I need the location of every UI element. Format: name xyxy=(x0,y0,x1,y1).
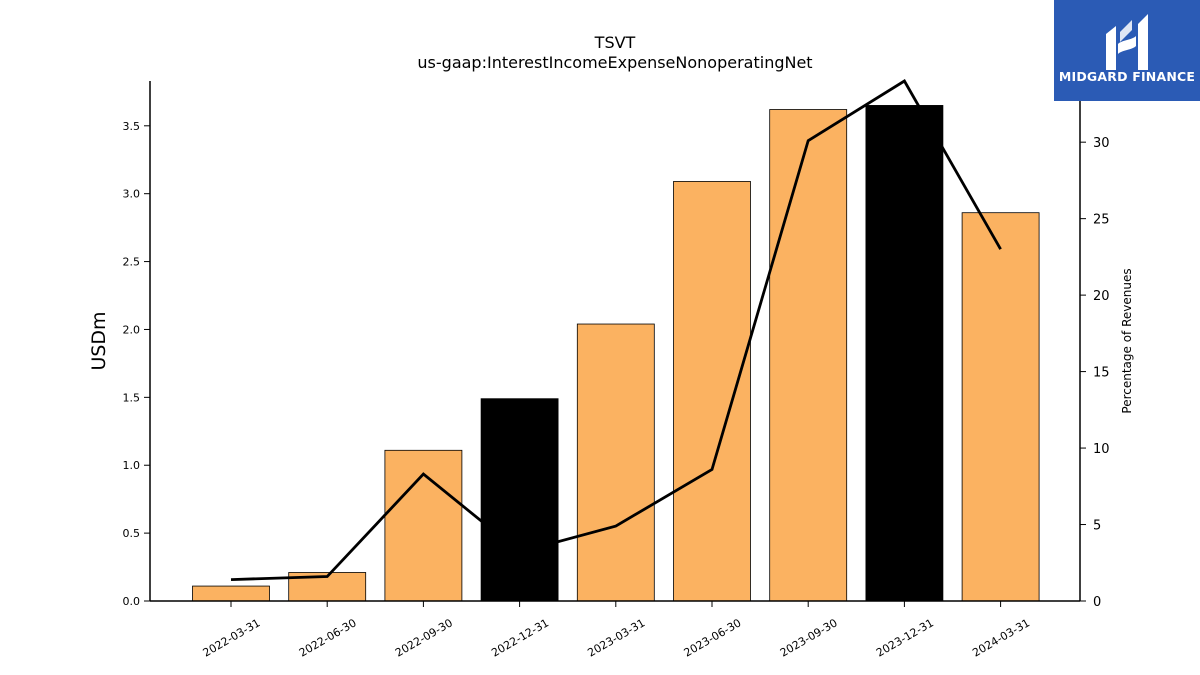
percentage-line xyxy=(230,79,1002,581)
chart-title: TSVT xyxy=(594,33,636,52)
right-tick-label: 30 xyxy=(1093,136,1110,151)
left-tick-label: 0.5 xyxy=(123,527,141,540)
right-tick-label: 5 xyxy=(1093,519,1101,534)
x-tick-label: 2022-03-31 xyxy=(201,616,263,659)
left-tick-label: 3.5 xyxy=(123,120,141,133)
right-y-ticks: 0 5 10 15 20 25 30 xyxy=(1080,136,1110,610)
left-tick-label: 1.5 xyxy=(123,391,141,404)
x-tick-label: 2022-09-30 xyxy=(393,616,455,659)
bar-2023-12-31 xyxy=(865,105,944,602)
left-y-ticks: 0.0 0.5 1.0 1.5 2.0 2.5 3.0 3.5 xyxy=(123,120,150,608)
x-tick-label: 2023-09-30 xyxy=(778,616,840,659)
left-tick-label: 2.0 xyxy=(123,323,141,336)
x-tick-label: 2022-06-30 xyxy=(297,616,359,659)
bar-2023-06-30 xyxy=(673,181,751,602)
midgard-finance-logo: MIDGARD FINANCE xyxy=(1054,0,1200,101)
bar-2024-03-31 xyxy=(961,212,1040,602)
x-tick-label: 2023-12-31 xyxy=(874,616,936,659)
x-tick-label: 2022-12-31 xyxy=(489,616,551,659)
right-tick-label: 15 xyxy=(1093,366,1110,381)
bar-2023-03-31 xyxy=(576,323,655,602)
right-tick-label: 0 xyxy=(1093,595,1101,610)
left-tick-label: 1.0 xyxy=(123,459,141,472)
x-tick-label: 2023-06-30 xyxy=(682,616,744,659)
x-tick-label: 2023-03-31 xyxy=(585,616,647,659)
x-ticks: 2022-03-31 2022-06-30 2022-09-30 2022-12-31… xyxy=(201,601,1032,660)
left-tick-label: 0.0 xyxy=(123,595,141,608)
chart-subtitle: us-gaap:InterestIncomeExpenseNonoperatin… xyxy=(417,53,812,72)
right-tick-label: 10 xyxy=(1093,442,1110,457)
left-tick-label: 3.0 xyxy=(123,188,141,201)
bar-2022-12-31 xyxy=(480,398,559,602)
bar-2023-09-30 xyxy=(769,109,848,602)
left-tick-label: 2.5 xyxy=(123,256,141,269)
logo-mark-icon xyxy=(1106,14,1148,70)
bars-group xyxy=(192,105,1040,602)
right-tick-label: 20 xyxy=(1093,289,1110,304)
bar-2022-03-31 xyxy=(192,585,270,602)
right-tick-label: 25 xyxy=(1093,213,1110,228)
y2-axis-label: Percentage of Revenues xyxy=(1120,268,1134,413)
y-axis-label: USDm xyxy=(88,311,110,370)
logo-text: MIDGARD FINANCE xyxy=(1058,69,1196,84)
x-tick-label: 2024-03-31 xyxy=(970,616,1032,659)
